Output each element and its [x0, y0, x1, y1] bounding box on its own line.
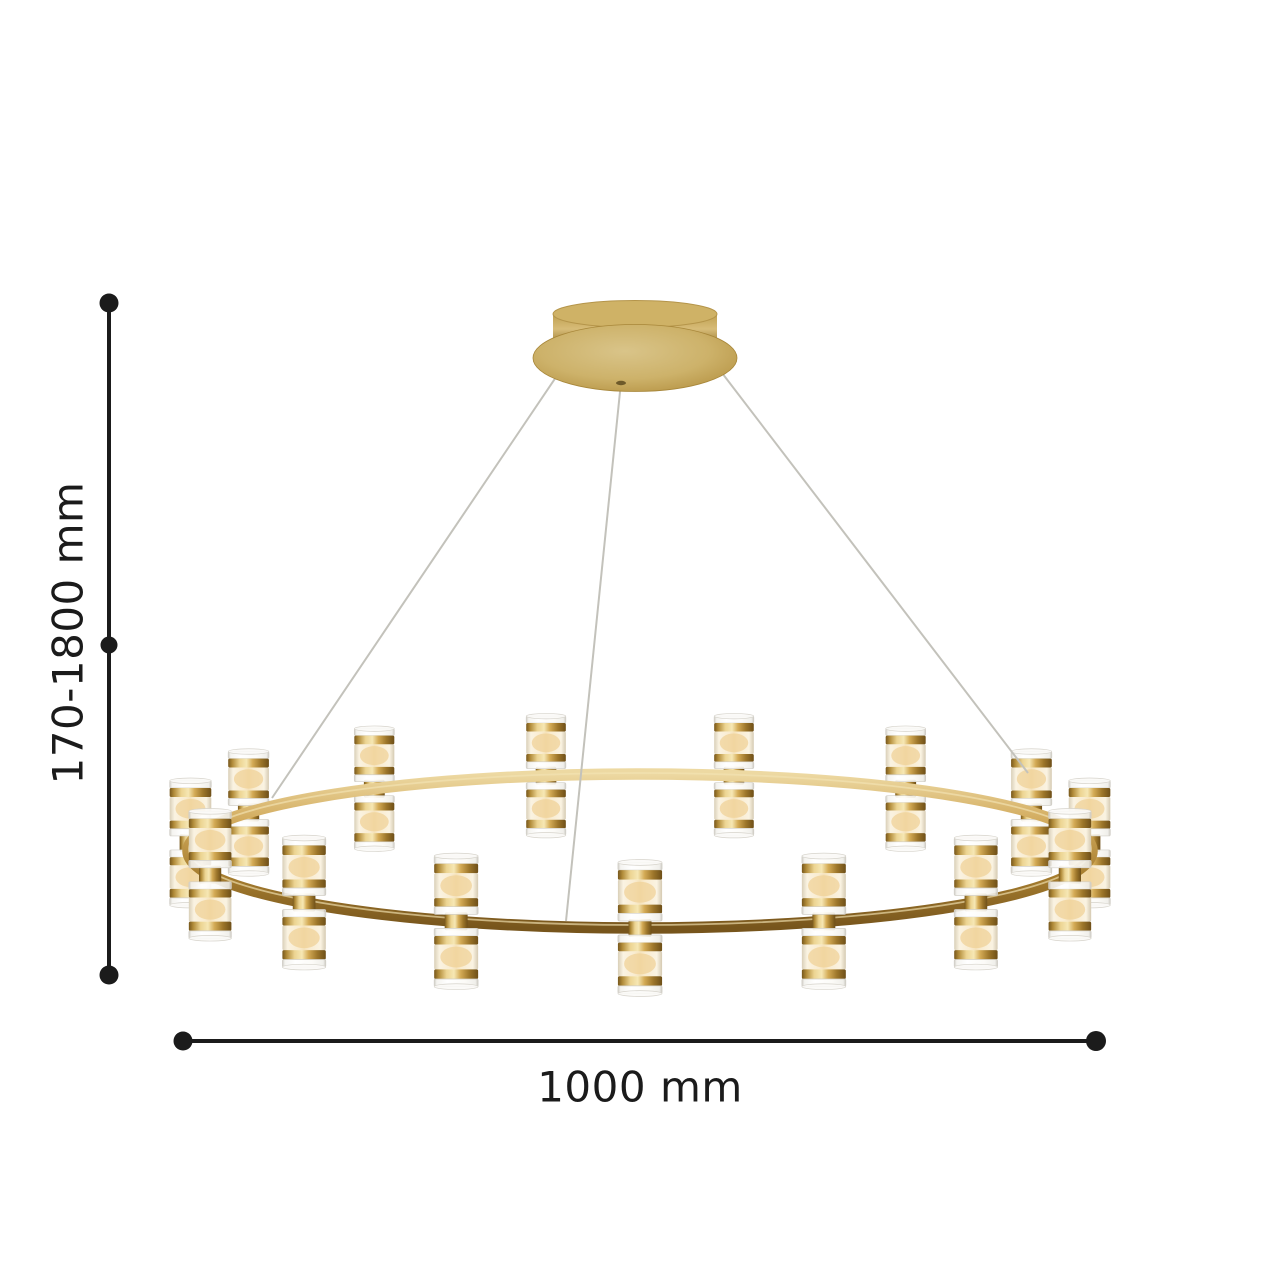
canopy-plate	[532, 324, 738, 392]
lamp-mount	[964, 893, 988, 912]
lamp-cluster	[617, 859, 663, 997]
cable-right	[705, 351, 1029, 774]
lamp-cluster	[282, 834, 327, 971]
ceiling-canopy	[532, 300, 738, 392]
lamp-cluster	[801, 852, 847, 990]
lamp-cluster	[525, 713, 567, 839]
width-dim-left-dot	[173, 1031, 193, 1051]
width-dim-right-dot	[1086, 1031, 1106, 1051]
dimension-width: 1000 mm	[173, 1031, 1106, 1112]
height-dim-bottom-dot	[99, 965, 119, 985]
canopy-wire-outlet	[616, 380, 626, 386]
lamp-mount	[628, 919, 652, 937]
height-dim-mid-dot	[100, 636, 118, 654]
lamp-cluster	[885, 725, 927, 852]
lamp-cluster	[353, 725, 395, 852]
dimension-height: 170-1800 mm	[44, 293, 119, 985]
lamp-cluster	[953, 834, 998, 971]
height-dim-top-dot	[99, 293, 119, 313]
lamp-mount	[292, 893, 316, 912]
lamp-cluster	[1048, 808, 1092, 942]
lamp-mount	[199, 865, 222, 884]
lamp-mount	[1058, 865, 1081, 884]
lamp-mount	[812, 912, 836, 931]
lamp-clusters-front	[188, 808, 1092, 997]
cable-center	[565, 381, 622, 922]
lamp-cluster	[713, 713, 755, 839]
suspension-cables	[271, 345, 1029, 922]
width-dimension-label: 1000 mm	[537, 1063, 743, 1112]
chandelier	[169, 300, 1111, 997]
lamp-mount	[444, 912, 468, 931]
canopy-top	[552, 300, 718, 328]
lamp-cluster	[188, 808, 232, 942]
lamp-cluster	[433, 852, 479, 990]
cable-left	[271, 345, 578, 799]
height-dimension-label: 170-1800 mm	[44, 482, 93, 785]
